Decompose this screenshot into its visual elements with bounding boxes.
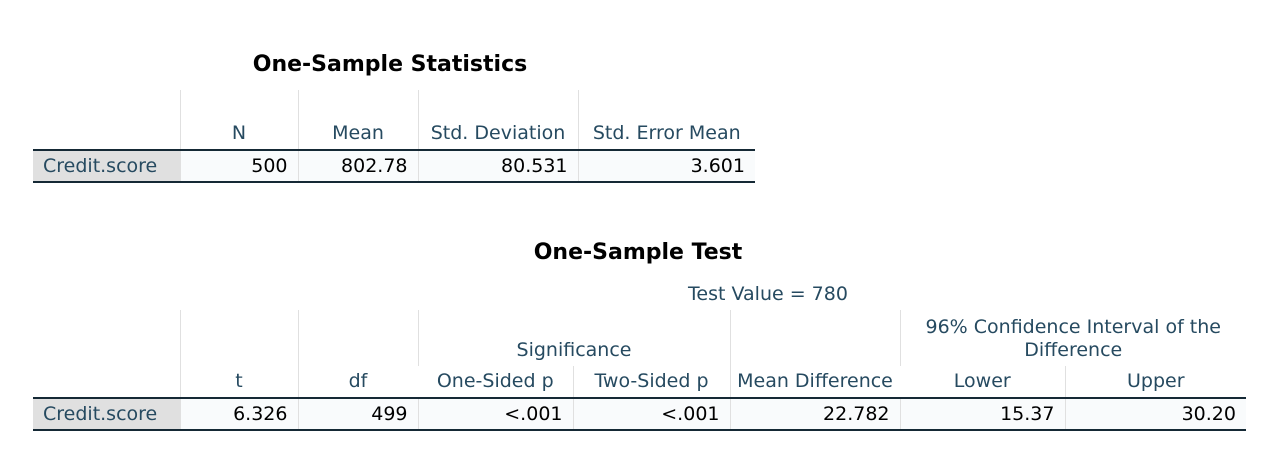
table-row: Credit.score 6.326 499 <.001 <.001 22.78…	[33, 397, 1246, 431]
header-t: t	[179, 310, 298, 398]
header-df: df	[297, 310, 418, 398]
header-n: N	[179, 90, 298, 150]
header-std-deviation: Std. Deviation	[417, 90, 578, 150]
cell-mean: 802.78	[297, 149, 418, 183]
corner-cell	[33, 90, 180, 150]
header-one-sided-p: One-Sided p	[436, 370, 554, 392]
cell-lower: 15.37	[899, 397, 1065, 431]
table-row: Credit.score 500 802.78 80.531 3.601	[33, 149, 755, 183]
cell-n: 500	[179, 149, 298, 183]
corner-cell	[33, 310, 180, 398]
statistics-table: N Mean Std. Deviation Std. Error Mean Cr…	[33, 90, 755, 183]
header-two-sided-p: Two-Sided p	[572, 366, 730, 398]
row-label: Credit.score	[33, 397, 180, 431]
test-title: One-Sample Test	[533, 240, 743, 265]
test-table: t df Significance Mean Difference 96% Co…	[33, 310, 1246, 431]
header-confidence-interval: 96% Confidence Interval of the Differenc…	[899, 310, 1246, 366]
header-mean: Mean	[297, 90, 418, 150]
statistics-title: One-Sample Statistics	[252, 52, 528, 77]
header-std-error-mean: Std. Error Mean	[577, 90, 755, 150]
cell-t: 6.326	[179, 397, 298, 431]
row-label: Credit.score	[33, 149, 180, 183]
test-value-label: Test Value = 780	[688, 283, 848, 305]
cell-mean-difference: 22.782	[729, 397, 900, 431]
cell-df: 499	[297, 397, 418, 431]
cell-std-error-mean: 3.601	[577, 149, 755, 183]
cell-one-sided-p: <.001	[417, 397, 573, 431]
header-lower: Lower	[953, 370, 1011, 392]
header-significance: Significance	[417, 310, 730, 366]
header-mean-difference: Mean Difference	[729, 310, 900, 398]
cell-std-deviation: 80.531	[417, 149, 578, 183]
cell-upper: 30.20	[1064, 397, 1246, 431]
header-upper: Upper	[1064, 366, 1246, 398]
cell-two-sided-p: <.001	[572, 397, 730, 431]
